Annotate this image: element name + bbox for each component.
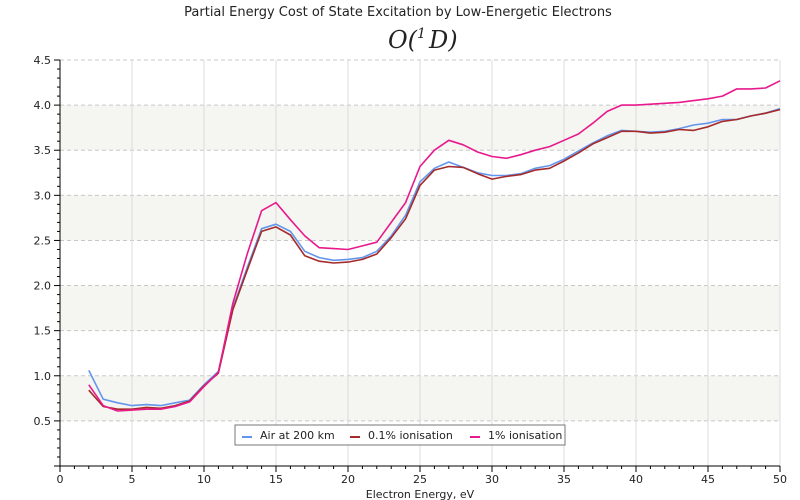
legend-label: Air at 200 km (260, 429, 335, 442)
svg-text:O(1D): O(1 D) (388, 26, 458, 54)
legend-item: 0.1% ionisation (350, 429, 453, 442)
y-tick-label: 3.0 (34, 189, 52, 202)
y-tick-label: 4.0 (34, 99, 52, 112)
x-tick-label: 50 (773, 473, 787, 486)
x-tick-label: 40 (629, 473, 643, 486)
legend-label: 1% ionisation (488, 429, 562, 442)
subtitle-term: D (428, 26, 448, 54)
y-axis-ticks: 0.5 1.0 1.5 2.0 2.5 3.0 3.5 4.0 4.5 (34, 54, 60, 467)
chart-subtitle: O(1 D) (388, 26, 458, 54)
x-tick-label: 30 (485, 473, 499, 486)
y-tick-label: 1.5 (34, 325, 52, 338)
series-lines (88, 80, 781, 412)
x-tick-label: 5 (129, 473, 136, 486)
axes (55, 60, 780, 467)
legend-label: 0.1% ionisation (368, 429, 453, 442)
subtitle-close: ) (447, 26, 457, 54)
x-tick-label: 45 (701, 473, 715, 486)
y-tick-label: 2.0 (34, 280, 52, 293)
subtitle-base: O( (388, 26, 418, 54)
x-tick-label: 10 (197, 473, 211, 486)
y-tick-label: 2.5 (34, 234, 52, 247)
series-line-1 (88, 108, 781, 411)
series-line-2 (88, 80, 781, 412)
x-tick-label: 15 (269, 473, 283, 486)
x-tick-label: 35 (557, 473, 571, 486)
x-axis-label: Electron Energy, eV (366, 488, 475, 500)
series-line-0 (88, 107, 781, 407)
legend-item: 1% ionisation (470, 429, 562, 442)
y-tick-label: 0.5 (34, 415, 52, 428)
y-tick-label: 1.0 (34, 370, 52, 383)
y-tick-label: 3.5 (34, 144, 52, 157)
chart-title: Partial Energy Cost of State Excitation … (184, 5, 612, 20)
legend-item: Air at 200 km (242, 429, 335, 442)
legend: Air at 200 km 0.1% ionisation 1% ionisatio… (234, 424, 566, 446)
x-axis-ticks: 0 5 10 15 20 25 30 35 40 45 50 (57, 466, 787, 486)
subtitle-superscript: 1 (417, 26, 426, 42)
x-tick-label: 0 (57, 473, 64, 486)
legend-box (234, 424, 566, 446)
x-tick-label: 25 (413, 473, 427, 486)
gridlines (60, 59, 781, 466)
y-tick-label: 4.5 (34, 54, 52, 67)
x-tick-label: 20 (341, 473, 355, 486)
